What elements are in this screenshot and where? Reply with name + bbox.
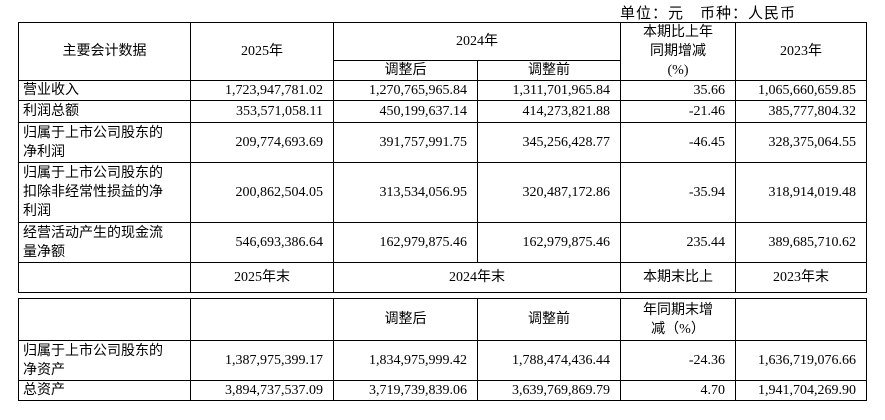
row-label: 营业收入: [23, 83, 79, 98]
header-row: 主要会计数据 2025年 2024年 本期比上年同期增减(%) 2023年: [18, 22, 867, 81]
header-cell: 2023年末: [735, 262, 867, 293]
header-cell: 本期末比上: [620, 262, 736, 293]
value-cell: 35.66: [620, 80, 736, 101]
value-cell: 546,693,386.64: [190, 222, 334, 263]
header-cell: 2024年: [333, 22, 621, 61]
row-label-cell: 经营活动产生的现金流量净额: [18, 222, 191, 263]
value-cell: 318,914,019.48: [735, 162, 867, 223]
empty-cell: [18, 298, 191, 341]
value-cell: 235.44: [620, 222, 736, 263]
value-cell: 385,777,804.32: [735, 100, 867, 123]
row-label-cell: 归属于上市公司股东的净利润: [18, 122, 191, 163]
subheader-cell: 调整后: [333, 60, 478, 81]
subheader-cell: 调整后: [333, 298, 478, 341]
value-cell: -24.36: [620, 340, 736, 381]
value-cell: 1,311,701,965.84: [477, 80, 621, 101]
header-cell: 2025年: [190, 22, 334, 81]
value-cell: 1,941,704,269.90: [735, 380, 867, 401]
header-cell: 2024年末: [333, 262, 621, 293]
row-label: 归属于上市公司股东的扣除非经常性损益的净利润: [23, 166, 163, 219]
value-cell: -21.46: [620, 100, 736, 123]
value-cell: 3,639,769,869.79: [477, 380, 621, 401]
income-table-body: 主要会计数据 2025年 2024年 本期比上年同期增减(%) 2023年 调整…: [18, 22, 867, 293]
data-row: 归属于上市公司股东的净利润 209,774,693.69 391,757,991.7…: [18, 122, 867, 163]
data-row: 利润总额 353,571,058.11 450,199,637.14 414,273,…: [18, 100, 867, 123]
row-label: 利润总额: [23, 104, 79, 119]
value-cell: 320,487,172.86: [477, 162, 621, 223]
data-row: 归属于上市公司股东的净资产 1,387,975,399.17 1,834,975,9…: [18, 340, 867, 381]
row-label-cell: 归属于上市公司股东的净资产: [18, 340, 191, 381]
balance-table: 调整后 调整前 年同期末增减（%） 归属于上市公司股东的净资产 1,387,975…: [18, 298, 867, 401]
value-cell: 1,834,975,999.42: [333, 340, 478, 381]
value-cell: 1,387,975,399.17: [190, 340, 334, 381]
value-cell: 389,685,710.62: [735, 222, 867, 263]
value-cell: 162,979,875.46: [477, 222, 621, 263]
value-cell: -46.45: [620, 122, 736, 163]
value-cell: 414,273,821.88: [477, 100, 621, 123]
value-cell: 1,270,765,965.84: [333, 80, 478, 101]
subheader-cell: 年同期末增减（%）: [620, 298, 736, 341]
subheader-cell: 调整前: [477, 60, 621, 81]
value-cell: 209,774,693.69: [190, 122, 334, 163]
empty-cell: [18, 262, 191, 293]
header-text: 本期比上年同期增减(%): [643, 25, 713, 78]
value-cell: 1,788,474,436.44: [477, 340, 621, 381]
data-row: 营业收入 1,723,947,781.02 1,270,765,965.84 1,31…: [18, 80, 867, 101]
subheader-row: 调整后 调整前 年同期末增减（%）: [18, 298, 867, 341]
data-row: 总资产 3,894,737,537.09 3,719,739,839.06 3,639…: [18, 380, 867, 401]
data-row: 经营活动产生的现金流量净额 546,693,386.64 162,979,875.4…: [18, 222, 867, 263]
unit-note: 单位：元 币种：人民币: [620, 6, 797, 22]
value-cell: 4.70: [620, 380, 736, 401]
value-cell: 353,571,058.11: [190, 100, 334, 123]
header-cell: 主要会计数据: [18, 22, 191, 81]
value-cell: 345,256,428.77: [477, 122, 621, 163]
value-cell: 200,862,504.05: [190, 162, 334, 223]
value-cell: 162,979,875.46: [333, 222, 478, 263]
value-cell: 1,723,947,781.02: [190, 80, 334, 101]
row-label: 经营活动产生的现金流量净额: [23, 225, 163, 260]
value-cell: 3,894,737,537.09: [190, 380, 334, 401]
row-label-cell: 利润总额: [18, 100, 191, 123]
value-cell: 450,199,637.14: [333, 100, 478, 123]
period-end-header-row: 2025年末 2024年末 本期末比上 2023年末: [18, 262, 867, 293]
empty-cell: [190, 298, 334, 341]
row-label-cell: 营业收入: [18, 80, 191, 101]
row-label-cell: 总资产: [18, 380, 191, 401]
header-cell: 2025年末: [190, 262, 334, 293]
balance-table-body: 调整后 调整前 年同期末增减（%） 归属于上市公司股东的净资产 1,387,975…: [18, 298, 867, 401]
row-label: 归属于上市公司股东的净利润: [23, 125, 163, 160]
value-cell: 1,065,660,659.85: [735, 80, 867, 101]
header-text: 年同期末增减（%）: [643, 302, 713, 337]
empty-cell: [735, 298, 867, 341]
header-cell: 本期比上年同期增减(%): [620, 22, 736, 81]
row-label: 归属于上市公司股东的净资产: [23, 343, 163, 378]
value-cell: 391,757,991.75: [333, 122, 478, 163]
row-label-cell: 归属于上市公司股东的扣除非经常性损益的净利润: [18, 162, 191, 223]
value-cell: 313,534,056.95: [333, 162, 478, 223]
income-table: 主要会计数据 2025年 2024年 本期比上年同期增减(%) 2023年 调整…: [18, 22, 867, 293]
subheader-cell: 调整前: [477, 298, 621, 341]
value-cell: 328,375,064.55: [735, 122, 867, 163]
value-cell: 1,636,719,076.66: [735, 340, 867, 381]
data-row: 归属于上市公司股东的扣除非经常性损益的净利润 200,862,504.05 313,…: [18, 162, 867, 223]
value-cell: -35.94: [620, 162, 736, 223]
value-cell: 3,719,739,839.06: [333, 380, 478, 401]
header-cell: 2023年: [735, 22, 867, 81]
row-label: 总资产: [23, 383, 65, 398]
